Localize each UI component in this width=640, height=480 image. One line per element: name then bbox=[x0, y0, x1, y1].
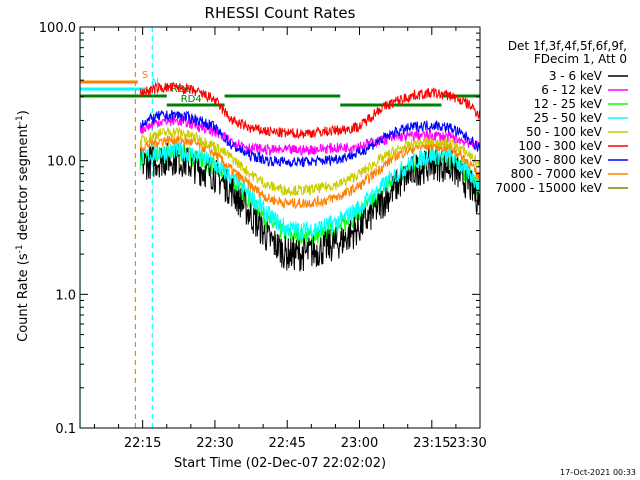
chart-title: RHESSI Count Rates bbox=[205, 4, 356, 22]
legend-label-2: 12 - 25 keV bbox=[534, 97, 603, 111]
y-axis-title: Count Rate (s-1 detector segment-1) bbox=[15, 110, 31, 342]
state-bar-label-s: S bbox=[142, 70, 148, 81]
series-line-6-12keV bbox=[139, 115, 480, 157]
legend-label-4: 50 - 100 keV bbox=[526, 125, 603, 139]
series-line-25-50keV bbox=[139, 141, 480, 240]
legend-label-3: 25 - 50 keV bbox=[534, 111, 603, 125]
legend-label-7: 800 - 7000 keV bbox=[511, 167, 603, 181]
legend-label-6: 300 - 800 keV bbox=[518, 153, 602, 167]
y-tick-label-1: 10.0 bbox=[47, 155, 76, 170]
state-bar-label-n: N bbox=[151, 77, 158, 88]
x-tick-label-4: 23:15 bbox=[413, 436, 450, 451]
footer-date: 17-Oct-2021 00:33 bbox=[560, 468, 636, 477]
state-bar-label-rd4: RD4 bbox=[181, 94, 202, 105]
y-axis-title-superscript-1: -1 bbox=[15, 244, 25, 253]
series-line-100-300keV bbox=[139, 81, 480, 139]
x-tick-label-5: 23:30 bbox=[449, 436, 486, 451]
plot-frame bbox=[79, 26, 481, 429]
x-tick-label-1: 22:30 bbox=[196, 436, 233, 451]
legend-label-8: 7000 - 15000 keV bbox=[495, 181, 602, 195]
legend-label-5: 100 - 300 keV bbox=[518, 139, 602, 153]
axes: 100.0 10.0 1.0 0.1 22:15 22:30 22:45 23:00 23:15… bbox=[39, 21, 487, 451]
legend-header-line-2: FDecim 1, Att 0 bbox=[534, 52, 627, 66]
y-axis-title-superscript-2: -1 bbox=[15, 115, 25, 124]
y-tick-label-3: 0.1 bbox=[55, 422, 76, 437]
legend-header-line-1: Det 1f,3f,4f,5f,6f,9f, bbox=[508, 39, 627, 53]
x-axis-title: Start Time (02-Dec-07 22:02:02) bbox=[174, 456, 386, 471]
x-tick-label-0: 22:15 bbox=[124, 436, 161, 451]
x-tick-label-3: 23:00 bbox=[341, 436, 378, 451]
y-tick-label-0: 100.0 bbox=[39, 21, 76, 36]
y-axis-title-middle: detector segment bbox=[16, 124, 31, 244]
y-tick-label-2: 1.0 bbox=[55, 288, 76, 303]
y-axis-title-suffix: ) bbox=[16, 110, 31, 115]
legend-label-0: 3 - 6 keV bbox=[549, 69, 603, 83]
legend-label-1: 6 - 12 keV bbox=[541, 83, 603, 97]
x-tick-label-2: 22:45 bbox=[268, 436, 305, 451]
series-line-300-800keV bbox=[139, 109, 480, 168]
y-axis-title-prefix: Count Rate (s bbox=[16, 253, 31, 342]
legend: Det 1f,3f,4f,5f,6f,9f, FDecim 1, Att 0 3… bbox=[495, 39, 628, 195]
